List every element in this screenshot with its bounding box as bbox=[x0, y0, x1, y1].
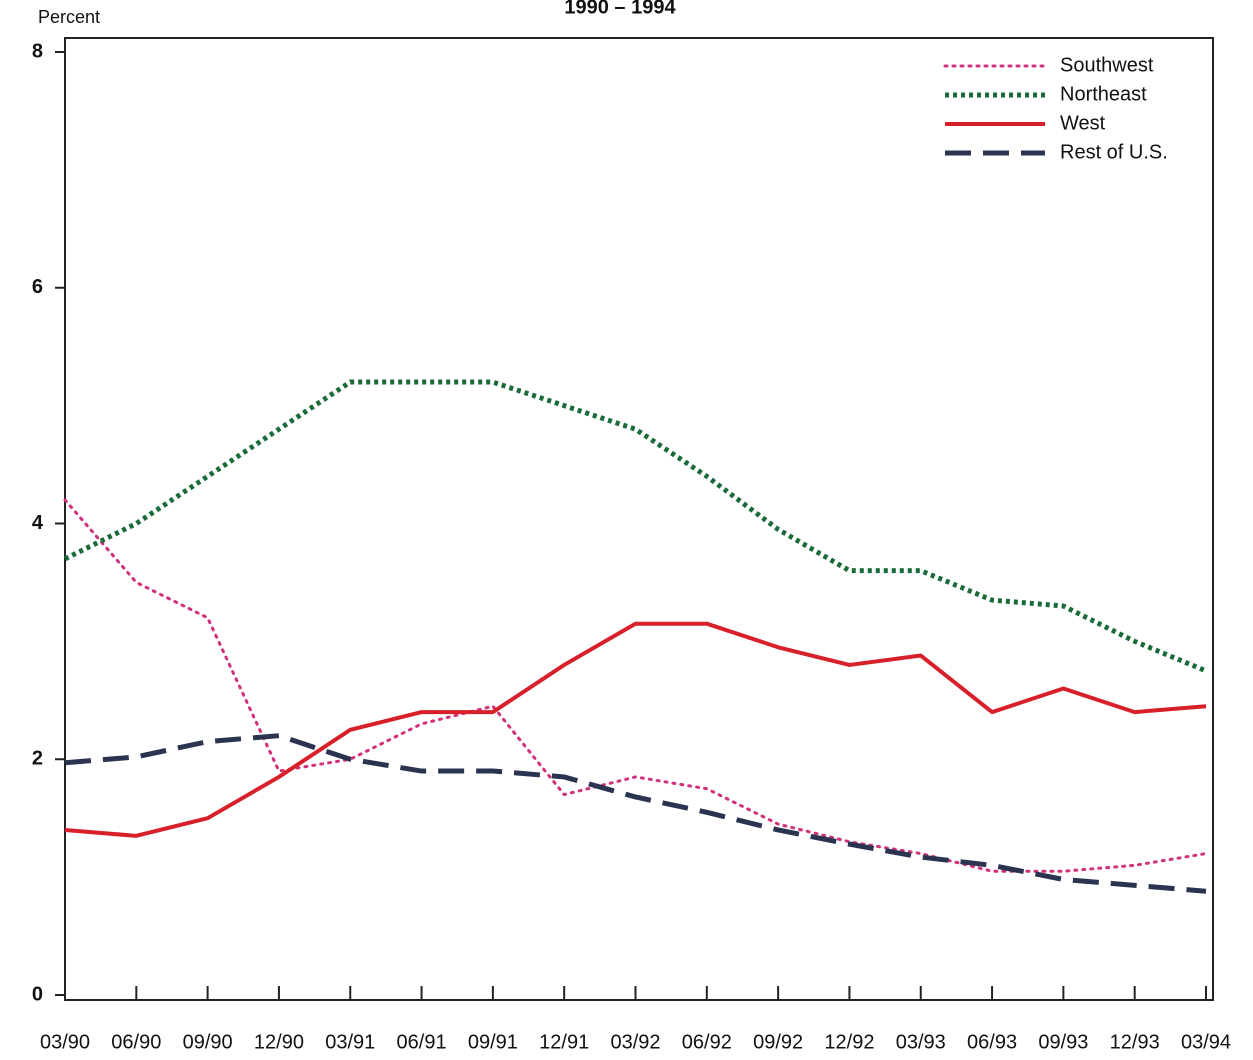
x-tick-label: 09/91 bbox=[468, 1031, 518, 1053]
legend-label: Southwest bbox=[1060, 54, 1154, 76]
x-tick-label: 03/91 bbox=[325, 1031, 375, 1053]
y-tick-label: 4 bbox=[32, 512, 44, 534]
x-tick-label: 06/92 bbox=[682, 1031, 732, 1053]
x-tick-label: 12/92 bbox=[824, 1031, 874, 1053]
x-tick-label: 03/93 bbox=[896, 1031, 946, 1053]
x-tick-label: 09/93 bbox=[1038, 1031, 1088, 1053]
x-tick-label: 06/90 bbox=[111, 1031, 161, 1053]
series-line bbox=[64, 621, 1207, 838]
x-tick-label: 06/93 bbox=[967, 1031, 1017, 1053]
y-tick-label: 6 bbox=[32, 276, 43, 298]
x-tick-label: 06/91 bbox=[397, 1031, 447, 1053]
series-line bbox=[64, 733, 1207, 894]
x-tick-label: 09/90 bbox=[183, 1031, 233, 1053]
legend-label: Rest of U.S. bbox=[1060, 141, 1168, 163]
x-tick-label: 03/92 bbox=[610, 1031, 660, 1053]
x-tick-label: 12/90 bbox=[254, 1031, 304, 1053]
y-axis-label: Percent bbox=[38, 7, 100, 27]
series-line bbox=[63, 498, 1208, 873]
x-tick-label: 09/92 bbox=[753, 1031, 803, 1053]
legend-label: Northeast bbox=[1060, 83, 1147, 105]
legend-label: West bbox=[1060, 112, 1106, 134]
x-tick-label: 03/94 bbox=[1181, 1031, 1231, 1053]
y-tick-label: 0 bbox=[32, 983, 43, 1005]
x-tick-label: 12/91 bbox=[539, 1031, 589, 1053]
y-tick-label: 8 bbox=[32, 40, 43, 62]
plot-frame bbox=[64, 37, 1214, 1001]
x-tick-label: 03/90 bbox=[40, 1031, 90, 1053]
x-tick-label: 12/93 bbox=[1110, 1031, 1160, 1053]
y-tick-label: 2 bbox=[32, 748, 43, 770]
series-line bbox=[63, 379, 1207, 674]
chart-title: 1990 – 1994 bbox=[564, 0, 676, 18]
